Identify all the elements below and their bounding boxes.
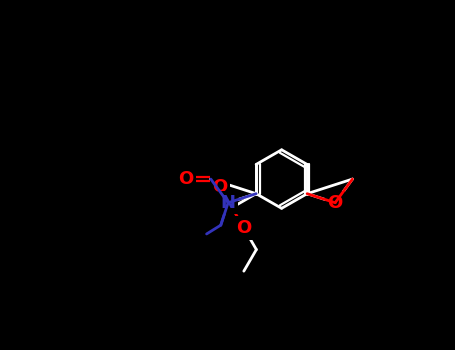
Text: O: O <box>236 219 252 237</box>
Text: N: N <box>221 194 236 212</box>
Text: O: O <box>178 170 193 188</box>
Text: O: O <box>212 178 228 196</box>
Text: O: O <box>328 194 343 212</box>
